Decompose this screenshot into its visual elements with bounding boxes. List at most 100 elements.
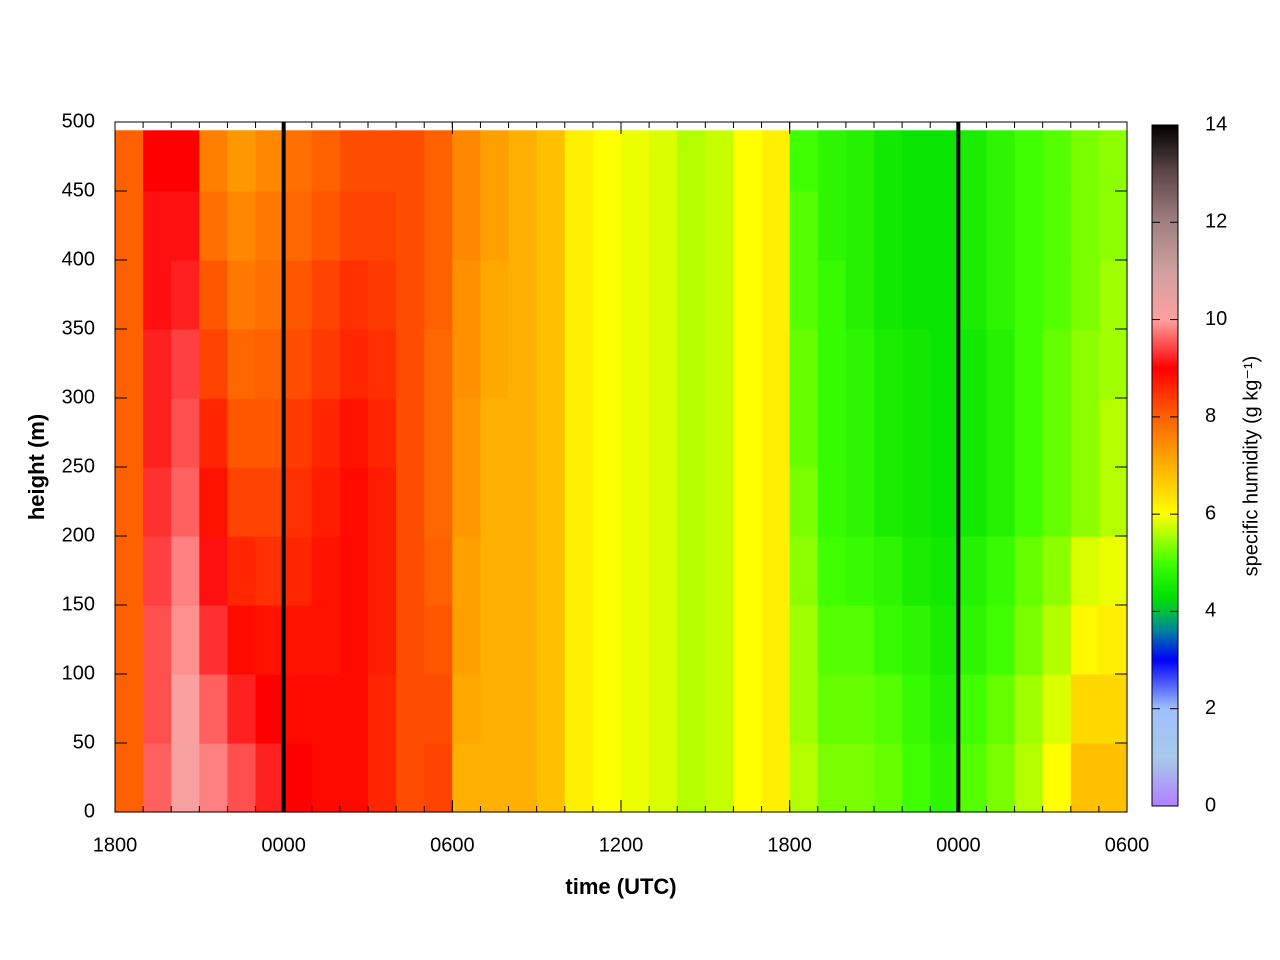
heatmap-cell <box>339 743 369 813</box>
heatmap-cell <box>733 467 763 537</box>
heatmap-cell <box>874 536 903 606</box>
heatmap-cell <box>817 743 847 813</box>
heatmap-cell <box>592 329 622 399</box>
heatmap-cell <box>452 130 482 192</box>
heatmap-cell <box>958 260 988 330</box>
heatmap-cell <box>339 467 369 537</box>
heatmap-cell <box>874 605 903 675</box>
heatmap-cell <box>452 260 482 330</box>
heatmap-cell <box>761 743 791 813</box>
colorbar-tick-label: 4 <box>1205 600 1216 622</box>
heatmap-cell <box>649 130 678 192</box>
heatmap-cell <box>199 467 229 537</box>
y-tick-label: 300 <box>62 386 95 408</box>
heatmap-cell <box>761 191 791 261</box>
heatmap-cell <box>874 329 903 399</box>
heatmap-cell <box>761 467 791 537</box>
heatmap-cell <box>227 674 257 744</box>
heatmap-cell <box>452 536 482 606</box>
heatmap-cell <box>677 674 706 744</box>
x-tick-label: 0600 <box>430 834 475 856</box>
heatmap-cell <box>115 674 144 744</box>
heatmap-cell <box>761 398 791 468</box>
heatmap-cell <box>958 329 988 399</box>
heatmap-cell <box>733 398 763 468</box>
heatmap-cell <box>677 605 706 675</box>
heatmap-cell <box>143 329 172 399</box>
heatmap-cell <box>789 260 819 330</box>
heatmap-cell <box>817 467 847 537</box>
heatmap-cell <box>368 605 397 675</box>
heatmap-cell <box>227 467 257 537</box>
heatmap-cell <box>199 130 229 192</box>
heatmap-cell <box>311 536 341 606</box>
heatmap-cell <box>255 467 285 537</box>
heatmap-cell <box>452 398 482 468</box>
y-axis-label: height (m) <box>24 414 49 520</box>
heatmap-cell <box>845 605 875 675</box>
heatmap-cell <box>1070 605 1100 675</box>
heatmap-cell <box>199 674 229 744</box>
heatmap-cell <box>283 605 313 675</box>
heatmap-cell <box>930 605 959 675</box>
heatmap-cell <box>115 398 144 468</box>
heatmap-cell <box>1070 398 1100 468</box>
heatmap-cell <box>424 467 453 537</box>
heatmap-cell <box>283 329 313 399</box>
x-tick-label: 0000 <box>936 834 981 856</box>
x-tick-label: 1800 <box>767 834 812 856</box>
colorbar-tick-label: 8 <box>1205 405 1216 427</box>
heatmap-cell <box>817 130 847 192</box>
heatmap-cell <box>817 191 847 261</box>
heatmap-cell <box>452 191 482 261</box>
heatmap-cell <box>1070 329 1100 399</box>
heatmap-cell <box>227 398 257 468</box>
heatmap-cell <box>958 398 988 468</box>
heatmap-cell <box>1042 536 1072 606</box>
heatmap-cell <box>368 398 397 468</box>
heatmap-cell <box>621 536 650 606</box>
heatmap-cell <box>761 605 791 675</box>
heatmap-cell <box>845 191 875 261</box>
heatmap-cell <box>115 260 144 330</box>
heatmap-cell <box>424 743 453 813</box>
heatmap-cell <box>1042 329 1072 399</box>
heatmap-cell <box>986 674 1016 744</box>
heatmap-cell <box>199 398 229 468</box>
heatmap-cell <box>199 605 229 675</box>
heatmap-cell <box>1014 605 1044 675</box>
y-tick-label: 350 <box>62 317 95 339</box>
heatmap-cell <box>845 743 875 813</box>
heatmap-cell <box>227 329 257 399</box>
y-tick-label: 150 <box>62 593 95 615</box>
heatmap-cell <box>311 674 341 744</box>
heatmap-cell <box>1014 260 1044 330</box>
heatmap-cell <box>115 605 144 675</box>
heatmap-cell <box>424 260 453 330</box>
colorbar <box>1151 124 1179 807</box>
heatmap-cell <box>508 674 538 744</box>
heatmap-cell <box>902 329 931 399</box>
heatmap-cell <box>255 743 285 813</box>
heatmap-cell <box>171 605 200 675</box>
heatmap-cell <box>761 329 791 399</box>
heatmap-cell <box>564 329 594 399</box>
heatmap-cell <box>592 605 622 675</box>
heatmap-cell <box>1014 398 1044 468</box>
heatmap-cell <box>368 674 397 744</box>
heatmap-cell <box>1070 467 1100 537</box>
heatmap-cell <box>564 191 594 261</box>
heatmap-cell <box>1070 260 1100 330</box>
heatmap-cell <box>930 191 959 261</box>
heatmap-cell <box>677 536 706 606</box>
heatmap-cell <box>930 536 959 606</box>
heatmap-cell <box>874 674 903 744</box>
heatmap-cell <box>733 605 763 675</box>
heatmap-cell <box>817 605 847 675</box>
heatmap-cell <box>789 191 819 261</box>
heatmap-cell <box>958 130 988 192</box>
heatmap-cell <box>396 605 425 675</box>
heatmap-cell <box>705 260 735 330</box>
heatmap-cell <box>930 398 959 468</box>
heatmap-cell <box>1070 191 1100 261</box>
